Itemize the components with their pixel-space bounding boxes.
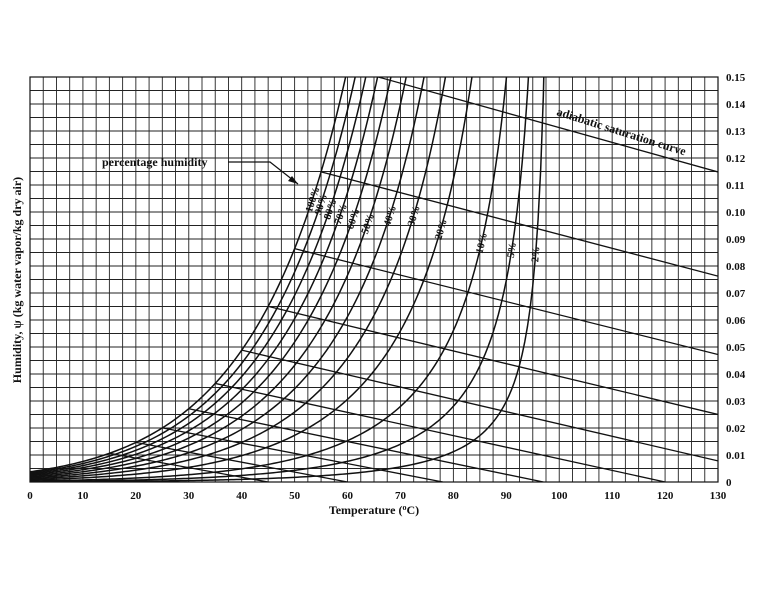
- percentage-humidity-annotation: percentage humidity: [102, 155, 207, 169]
- humidity-curve-50pct: [30, 77, 407, 478]
- x-tick-label: 70: [395, 490, 407, 502]
- humidity-curve-100pct: [30, 77, 347, 473]
- adiabatic-line: [320, 171, 718, 277]
- humidity-curve-5pct: [30, 77, 530, 482]
- humidity-curve-20pct: [30, 77, 473, 481]
- x-tick-label: 20: [130, 490, 142, 502]
- curve-label: 5%: [506, 242, 519, 259]
- x-tick-label: 120: [657, 490, 674, 502]
- adiabatic-line: [135, 441, 348, 482]
- humidity-curve-80pct: [30, 77, 367, 475]
- x-axis-ticks: 0 10 20 30 40 50 60 70 80 90 100 110 120 130: [27, 490, 727, 502]
- x-tick-label: 90: [501, 490, 513, 502]
- grid: [29, 76, 719, 483]
- x-tick-label: 80: [448, 490, 460, 502]
- y-tick-label: 0.13: [726, 126, 746, 138]
- humidity-curve-60pct: [30, 77, 392, 477]
- x-tick-label: 110: [604, 490, 620, 502]
- y-tick-label: 0.12: [726, 153, 746, 165]
- y-tick-label: 0.03: [726, 396, 746, 408]
- percentage-humidity-pointer: [228, 161, 299, 185]
- y-axis-title: Humidity, ψ (kg water vapor/kg dry air): [10, 177, 24, 383]
- adiabatic-line: [374, 0, 718, 31]
- y-tick-label: 0.07: [726, 288, 746, 300]
- adiabatic-line: [188, 408, 544, 482]
- x-tick-label: 0: [27, 490, 33, 502]
- adiabatic-line: [162, 427, 443, 482]
- humidity-curve-70pct: [30, 77, 379, 476]
- y-tick-label: 0.04: [726, 369, 746, 381]
- x-tick-label: 130: [710, 490, 727, 502]
- adiabatic-line: [241, 349, 718, 462]
- y-tick-label: 0.01: [726, 450, 745, 462]
- y-tick-label: 0.14: [726, 99, 746, 111]
- curve-label: 40%: [382, 204, 399, 227]
- curve-label: 30%: [406, 204, 423, 227]
- x-tick-label: 100: [551, 490, 568, 502]
- x-tick-label: 10: [77, 490, 89, 502]
- x-axis-title: Temperature (oC): [329, 503, 419, 517]
- y-tick-label: 0.09: [726, 234, 746, 246]
- humidity-curve-90pct: [30, 77, 356, 474]
- curve-label: 50%: [360, 212, 377, 235]
- pointer-arrowhead: [288, 176, 298, 184]
- x-tick-label: 50: [289, 490, 301, 502]
- curve-label: 2%: [530, 246, 542, 262]
- y-tick-label: 0.05: [726, 342, 746, 354]
- plot-frame: [29, 76, 719, 483]
- curve-label: 20%: [433, 218, 449, 241]
- x-tick-label: 60: [342, 490, 354, 502]
- adiabatic-line: [215, 382, 666, 482]
- humidity-curve-10pct: [30, 77, 508, 482]
- y-tick-label: 0.06: [726, 315, 746, 327]
- curve-label: 10%: [475, 232, 490, 255]
- y-tick-label: 0.08: [726, 261, 746, 273]
- adiabatic-line: [294, 248, 718, 356]
- x-tick-label: 30: [183, 490, 195, 502]
- y-tick-label: 0: [726, 477, 732, 489]
- humidity-curve-40pct: [30, 77, 425, 479]
- y-tick-label: 0.10: [726, 207, 746, 219]
- x-tick-label: 40: [236, 490, 248, 502]
- y-axis-ticks: 0 0.01 0.02 0.03 0.04 0.05 0.06 0.07 0.08 0.09 0.1…: [726, 72, 746, 489]
- y-tick-label: 0.02: [726, 423, 746, 435]
- humidity-curve-30pct: [30, 77, 447, 480]
- humidity-curve-2pct: [30, 77, 545, 482]
- y-tick-label: 0.15: [726, 72, 746, 84]
- y-tick-label: 0.11: [726, 180, 745, 192]
- curve-labels: 100%90%80%70%60%50% 40% 30%20%10% 5% 2%: [304, 186, 542, 263]
- percentage-humidity-curves: [30, 77, 545, 482]
- adiabatic-line: [375, 77, 718, 173]
